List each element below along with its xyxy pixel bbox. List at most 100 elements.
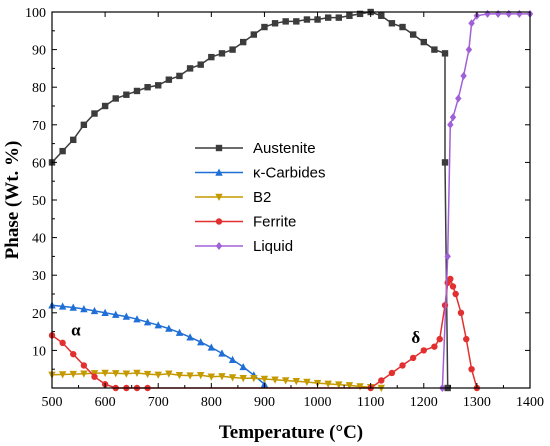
data-point	[165, 370, 173, 378]
axes-layer: 500 600 700 800 900 1000 1100 1200 1300 1400 10 20 3…	[25, 6, 544, 410]
y-tick-label: 60	[32, 156, 46, 171]
data-point	[144, 84, 151, 91]
data-point	[112, 370, 120, 378]
x-tick-label: 1200	[410, 395, 438, 410]
data-point	[197, 338, 205, 346]
x-tick-label: 500	[42, 395, 63, 410]
data-point	[69, 370, 77, 379]
data-point	[431, 343, 438, 350]
data-point	[208, 53, 215, 61]
data-point	[465, 45, 473, 54]
data-point	[101, 102, 109, 110]
data-point	[90, 306, 99, 315]
data-point	[112, 310, 120, 318]
legend-swatch-marker	[215, 193, 223, 201]
data-point	[271, 20, 279, 27]
data-point	[186, 65, 194, 72]
data-point	[112, 95, 119, 102]
x-tick-label: 700	[148, 395, 169, 410]
data-point	[228, 355, 237, 363]
data-point	[399, 362, 406, 369]
data-point	[70, 136, 77, 144]
data-point	[409, 354, 417, 362]
data-point	[186, 372, 194, 380]
data-point	[335, 381, 343, 389]
y-tick-label: 100	[25, 6, 46, 21]
series--carbides	[48, 301, 269, 388]
data-point	[324, 380, 332, 388]
plot-background	[52, 12, 530, 388]
data-point	[293, 18, 300, 25]
data-point	[378, 12, 385, 19]
data-point	[69, 303, 77, 311]
data-point	[239, 375, 247, 383]
data-point	[292, 378, 301, 386]
data-point	[388, 20, 396, 27]
legend-swatch-marker	[215, 242, 223, 250]
data-point	[133, 87, 141, 95]
legend-label: B2	[253, 189, 271, 206]
data-point	[388, 369, 396, 377]
legend-label: κ-Carbides	[253, 165, 326, 182]
series-b2	[48, 369, 385, 392]
data-point	[155, 82, 162, 89]
legend-item: κ-Carbides	[195, 165, 326, 182]
data-point	[356, 10, 364, 18]
data-point	[444, 252, 451, 261]
data-point	[452, 290, 459, 298]
data-point	[91, 373, 98, 380]
data-point	[420, 347, 427, 354]
data-point	[447, 120, 454, 129]
data-point	[356, 383, 364, 391]
data-point	[207, 373, 216, 381]
x-tick-label: 900	[254, 395, 275, 410]
data-point	[468, 366, 475, 373]
data-point	[165, 324, 173, 332]
x-tick-label: 1300	[463, 395, 491, 410]
data-point	[122, 312, 131, 320]
data-point	[133, 315, 141, 323]
data-point	[457, 309, 465, 316]
data-point	[431, 46, 438, 53]
data-point	[197, 372, 205, 380]
y-tick-label: 40	[32, 232, 46, 247]
data-point	[463, 335, 470, 343]
y-tick-label: 50	[32, 194, 46, 209]
data-point	[250, 375, 258, 383]
data-point	[468, 19, 475, 28]
data-point	[133, 369, 141, 377]
data-point	[239, 362, 247, 371]
data-point	[240, 38, 247, 46]
data-point	[175, 372, 184, 380]
data-point	[80, 305, 88, 313]
y-tick-label: 30	[32, 269, 46, 284]
data-point	[218, 50, 226, 57]
data-point	[58, 302, 67, 310]
data-point	[303, 16, 311, 23]
annotation-label: δ	[411, 328, 420, 347]
y-tick-label: 70	[32, 119, 46, 134]
legend-item: Austenite	[195, 140, 316, 157]
y-tick-label: 80	[32, 81, 46, 96]
legend-swatch-marker	[215, 218, 223, 225]
data-point	[261, 23, 268, 31]
data-point	[165, 76, 173, 83]
data-point	[122, 370, 131, 378]
data-point	[282, 18, 289, 25]
data-point	[154, 321, 162, 329]
legend-label: Austenite	[253, 140, 316, 157]
legend-item: Ferrite	[195, 214, 296, 231]
data-point	[441, 50, 449, 57]
data-point	[314, 16, 321, 23]
y-axis-title: Phase (Wt. %)	[2, 141, 23, 260]
data-point	[197, 61, 204, 68]
plot-area	[52, 12, 530, 388]
y-tick-label: 10	[32, 344, 46, 359]
data-point	[58, 371, 67, 379]
x-tick-label: 1400	[516, 395, 544, 410]
legend: Austenite κ-Carbides B2 Ferrite Liquid	[195, 140, 326, 255]
data-point	[59, 147, 66, 155]
data-point	[250, 31, 258, 38]
data-point	[143, 370, 152, 379]
